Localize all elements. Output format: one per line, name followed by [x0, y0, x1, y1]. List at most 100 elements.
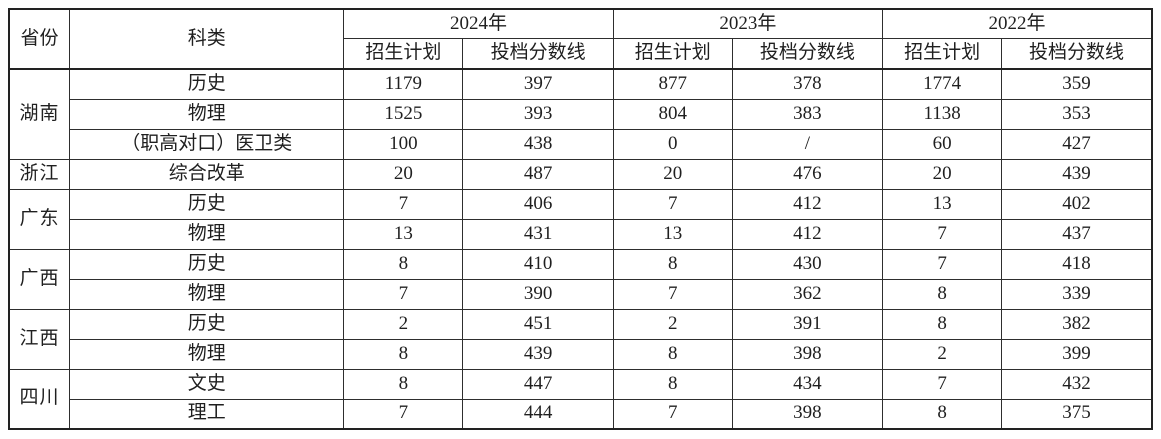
header-2023-plan: 招生计划	[612, 38, 733, 70]
category-cell: 文史	[69, 368, 345, 400]
score-2022-cell: 418	[1001, 248, 1153, 280]
plan-2022-cell: 1138	[882, 98, 1003, 130]
plan-2022-cell: 8	[882, 308, 1003, 340]
table-row: 物理 7 390 7 362 8 339	[9, 278, 1153, 310]
plan-2024-cell: 100	[343, 128, 464, 160]
admissions-table-container: 省份 科类 2024年 2023年 2022年 招生计划 投档分数线 招生计划 …	[8, 8, 1153, 430]
header-year-2024: 2024年	[343, 8, 614, 39]
plan-2023-cell: 8	[612, 368, 733, 400]
plan-2024-cell: 20	[343, 158, 464, 190]
plan-2022-cell: 13	[882, 188, 1003, 220]
table-row: 广东 历史 7 406 7 412 13 402	[8, 188, 1153, 250]
plan-2024-cell: 1525	[343, 98, 464, 130]
table-row: 江西 历史 2 451 2 391 8 382	[8, 308, 1153, 370]
plan-2023-cell: 7	[612, 278, 733, 310]
score-2024-cell: 431	[462, 218, 614, 250]
plan-2022-cell: 7	[882, 368, 1003, 400]
plan-2023-cell: 0	[612, 128, 733, 160]
score-2024-cell: 397	[462, 68, 614, 100]
plan-2023-cell: 13	[612, 218, 733, 250]
score-2023-cell: 398	[731, 398, 884, 430]
province-cell: 广西	[8, 248, 71, 310]
score-2024-cell: 406	[462, 188, 614, 220]
plan-2022-cell: 7	[882, 218, 1003, 250]
score-2023-cell: 412	[731, 188, 884, 220]
category-cell: 历史	[69, 248, 345, 280]
score-2023-cell: 476	[731, 158, 884, 190]
plan-2022-cell: 7	[882, 248, 1003, 280]
score-2024-cell: 410	[462, 248, 614, 280]
score-2024-cell: 390	[462, 278, 614, 310]
province-cell: 湖南	[8, 68, 71, 160]
table-row: 理工 7 444 7 398 8 375	[9, 398, 1153, 430]
score-2023-cell: 398	[731, 338, 884, 370]
plan-2024-cell: 8	[343, 248, 464, 280]
score-2024-cell: 393	[462, 98, 614, 130]
plan-2024-cell: 8	[343, 338, 464, 370]
score-2024-cell: 451	[462, 308, 614, 340]
table-row: 广西 历史 8 410 8 430 7 418	[8, 248, 1153, 310]
score-2023-cell: /	[731, 128, 884, 160]
score-2024-cell: 487	[462, 158, 614, 190]
province-cell: 四川	[8, 368, 71, 430]
header-year-2023: 2023年	[612, 8, 884, 39]
score-2023-cell: 362	[731, 278, 884, 310]
plan-2022-cell: 8	[882, 398, 1003, 430]
category-cell: 物理	[69, 98, 345, 130]
score-2023-cell: 434	[731, 368, 884, 400]
table-row: 物理 13 431 13 412 7 437	[9, 218, 1153, 250]
province-cell: 浙江	[8, 158, 71, 190]
plan-2022-cell: 8	[882, 278, 1003, 310]
table-row: 四川 文史 8 447 8 434 7 432	[8, 368, 1153, 430]
header-2024-score: 投档分数线	[462, 38, 614, 70]
plan-2022-cell: 2	[882, 338, 1003, 370]
header-category: 科类	[69, 8, 345, 70]
category-cell: 历史	[69, 188, 345, 220]
score-2023-cell: 430	[731, 248, 884, 280]
category-cell: 综合改革	[69, 158, 345, 190]
header-2023-score: 投档分数线	[731, 38, 884, 70]
score-2022-cell: 339	[1001, 278, 1153, 310]
header-row-subcolumns: 招生计划 投档分数线 招生计划 投档分数线 招生计划 投档分数线	[9, 38, 1153, 70]
province-cell: 广东	[8, 188, 71, 250]
score-2024-cell: 438	[462, 128, 614, 160]
plan-2023-cell: 877	[612, 68, 733, 100]
province-cell: 江西	[8, 308, 71, 370]
header-row-years: 省份 科类 2024年 2023年 2022年	[8, 8, 1153, 70]
plan-2022-cell: 20	[882, 158, 1003, 190]
table-row: （职高对口）医卫类 100 438 0/60 427	[9, 128, 1153, 160]
table-row: 物理 8 439 8 398 2 399	[9, 338, 1153, 370]
category-cell: 理工	[69, 398, 345, 430]
score-2022-cell: 382	[1001, 308, 1153, 340]
score-2024-cell: 439	[462, 338, 614, 370]
score-2023-cell: 383	[731, 98, 884, 130]
header-2022-plan: 招生计划	[882, 38, 1003, 70]
plan-2023-cell: 8	[612, 248, 733, 280]
admissions-table: 省份 科类 2024年 2023年 2022年 招生计划 投档分数线 招生计划 …	[8, 8, 1153, 430]
plan-2023-cell: 7	[612, 188, 733, 220]
plan-2023-cell: 2	[612, 308, 733, 340]
plan-2023-cell: 20	[612, 158, 733, 190]
plan-2024-cell: 7	[343, 398, 464, 430]
category-cell: 物理	[69, 338, 345, 370]
plan-2022-cell: 1774	[882, 68, 1003, 100]
plan-2024-cell: 2	[343, 308, 464, 340]
category-cell: 历史	[69, 68, 345, 100]
plan-2024-cell: 7	[343, 278, 464, 310]
table-body: 湖南 历史 1179 397 877 378 1774 359 物理 1525 393 804 383 1…	[8, 68, 1153, 430]
table-row: 浙江 综合改革 20 487 20 476 20 439	[8, 158, 1153, 190]
score-2023-cell: 378	[731, 68, 884, 100]
plan-2023-cell: 804	[612, 98, 733, 130]
score-2024-cell: 447	[462, 368, 614, 400]
score-2022-cell: 375	[1001, 398, 1153, 430]
category-cell: 物理	[69, 278, 345, 310]
score-2022-cell: 439	[1001, 158, 1153, 190]
plan-2024-cell: 1179	[343, 68, 464, 100]
score-2023-cell: 391	[731, 308, 884, 340]
plan-2023-cell: 8	[612, 338, 733, 370]
table-row: 湖南 历史 1179 397 877 378 1774 359	[8, 68, 1153, 160]
category-cell: 历史	[69, 308, 345, 340]
score-2022-cell: 427	[1001, 128, 1153, 160]
category-cell: （职高对口）医卫类	[69, 128, 345, 160]
header-2022-score: 投档分数线	[1001, 38, 1153, 70]
